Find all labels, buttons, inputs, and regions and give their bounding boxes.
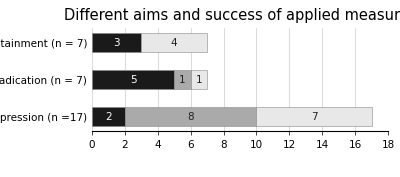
Text: 4: 4 [171, 38, 178, 48]
Bar [92, 70, 174, 89]
Bar [191, 70, 207, 89]
Text: 2: 2 [105, 112, 112, 122]
Bar [125, 107, 256, 126]
Text: 1: 1 [196, 75, 202, 85]
Bar [92, 33, 141, 52]
Bar [92, 107, 125, 126]
Bar [174, 70, 191, 89]
Text: 8: 8 [187, 112, 194, 122]
Bar [256, 107, 372, 126]
Legend: success, failure, unclear: success, failure, unclear [149, 175, 331, 177]
Text: 3: 3 [113, 38, 120, 48]
Title: Different aims and success of applied measures: Different aims and success of applied me… [64, 8, 400, 23]
Text: 1: 1 [179, 75, 186, 85]
Text: 5: 5 [130, 75, 136, 85]
Text: 7: 7 [311, 112, 317, 122]
Bar [141, 33, 207, 52]
